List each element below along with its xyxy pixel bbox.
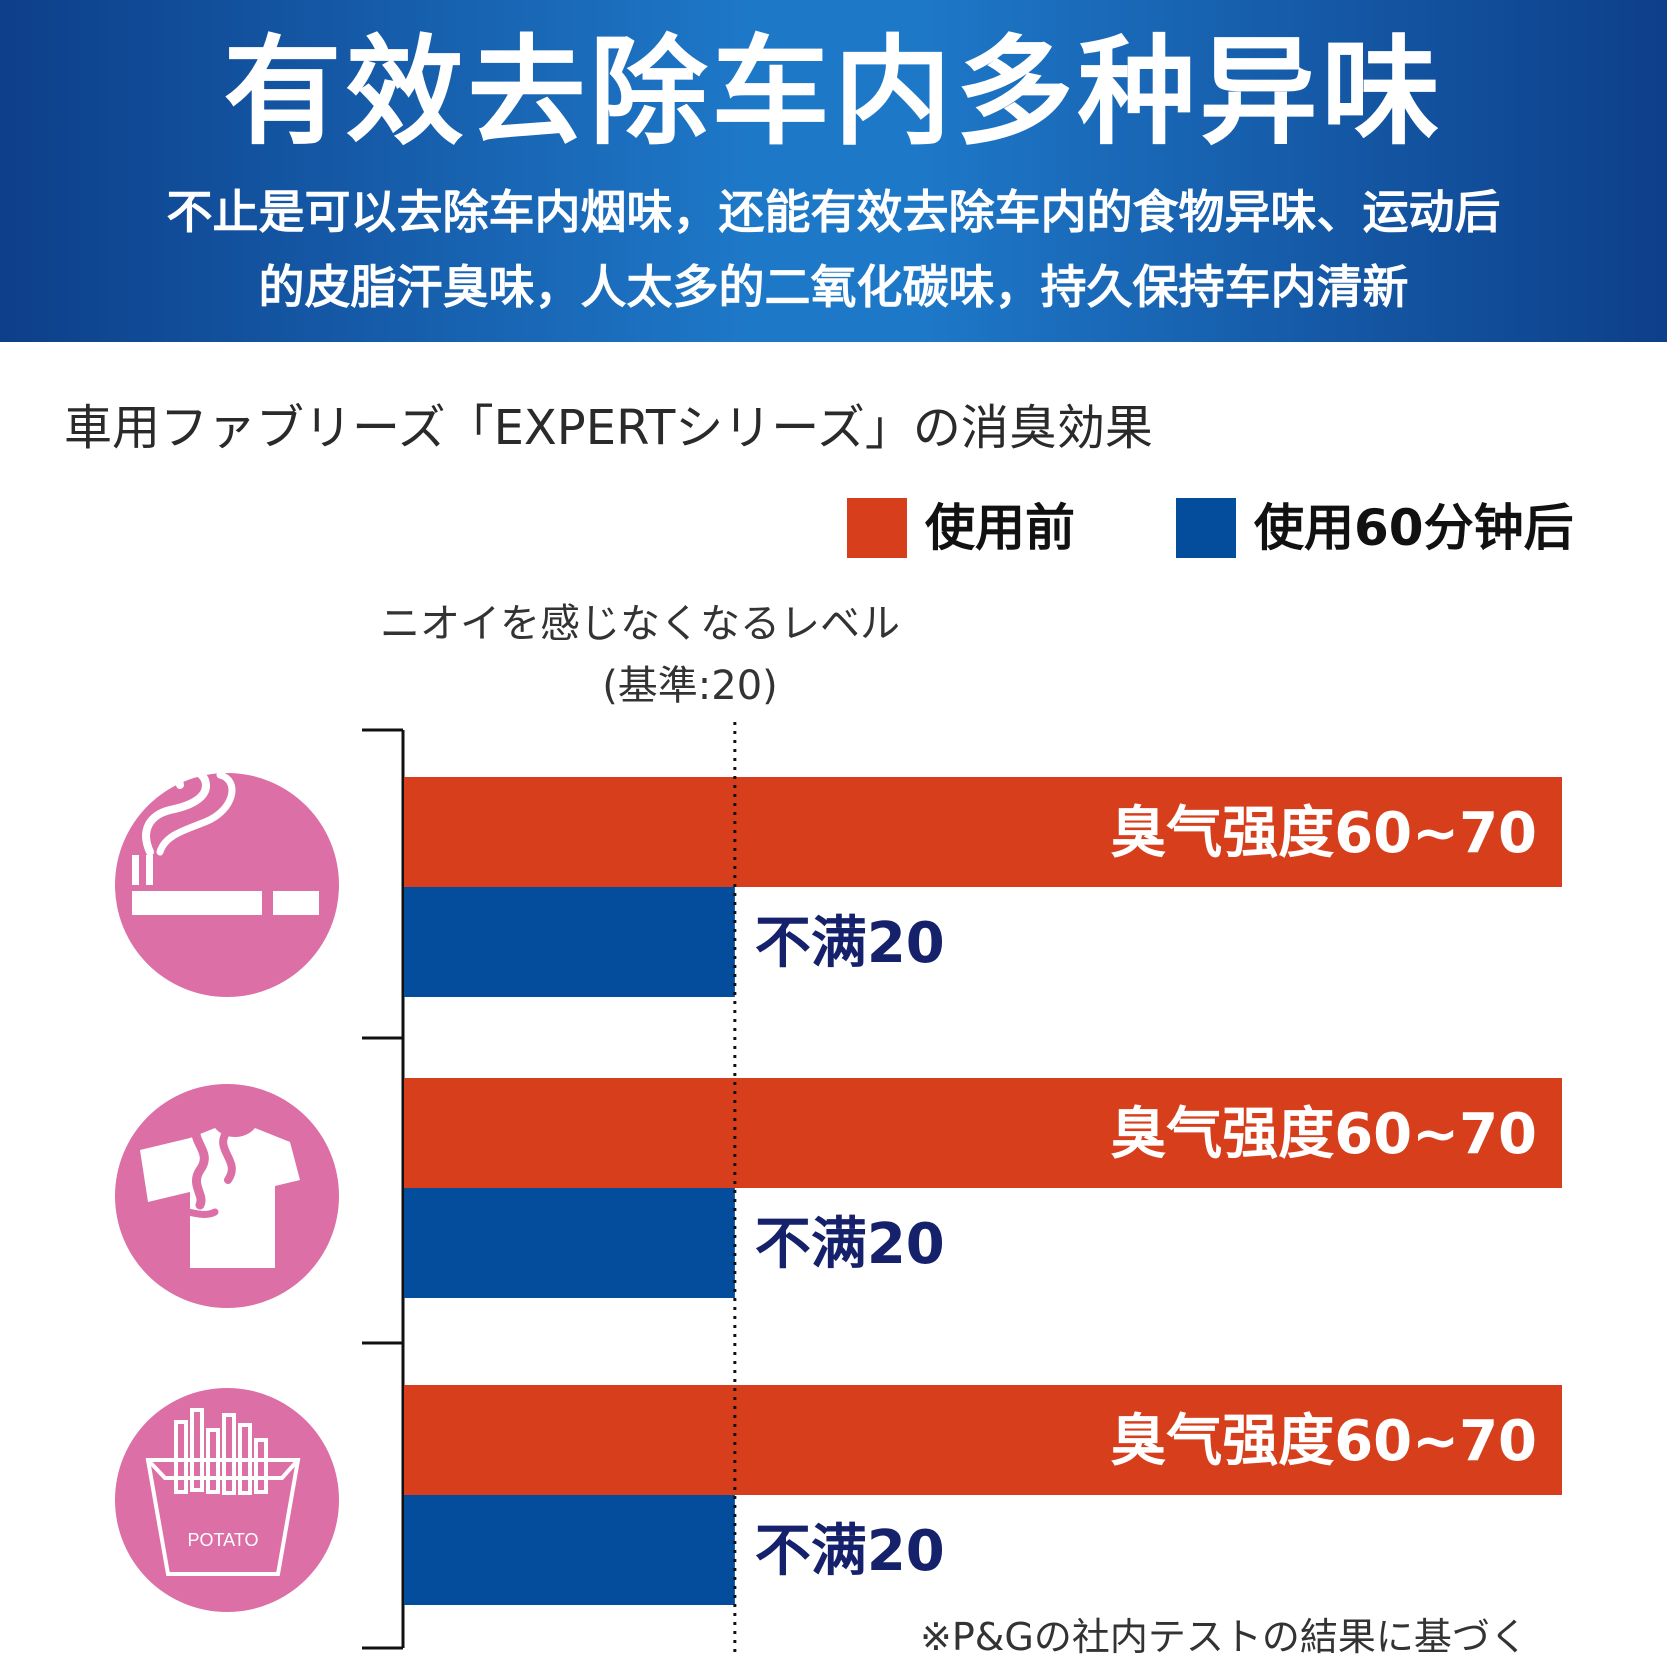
bar-before-food-odor (404, 1385, 1562, 1495)
data-label-before-cigarette-smoke: 臭气强度60~70 (1110, 801, 1537, 866)
reference-label: ニオイを感じなくなるレベル (380, 601, 900, 647)
potato-text: POTATO (187, 1530, 258, 1550)
legend-label-after: 使用60分钟后 (1254, 499, 1574, 557)
header-banner: 有效去除车内多种异味 不止是可以去除车内烟味，还能有效去除车内的食物异味、运动后… (0, 0, 1667, 342)
bar-before-sweat-odor (404, 1078, 1562, 1188)
data-label-before-food-odor: 臭气强度60~70 (1110, 1409, 1537, 1474)
reference-value-label: (基準:20) (602, 663, 778, 709)
bar-after-food-odor (404, 1495, 735, 1605)
data-label-before-sweat-odor: 臭气强度60~70 (1110, 1102, 1537, 1167)
legend-swatch-before (847, 498, 907, 558)
data-label-after-food-odor: 不满20 (755, 1519, 945, 1584)
subtitle-line-1: 不止是可以去除车内烟味，还能有效去除车内的食物异味、运动后 (166, 185, 1501, 239)
tshirt-odor-icon (115, 1084, 339, 1308)
bar-before-cigarette-smoke (404, 777, 1562, 887)
subtitle-line-2: 的皮脂汗臭味，人太多的二氧化碳味，持久保持车内清新 (258, 260, 1409, 314)
page-title: 有效去除车内多种异味 (223, 23, 1444, 161)
chart-title: 車用ファブリーズ「EXPERTシリーズ」の消臭効果 (64, 400, 1153, 456)
footnote: ※P&Gの社内テストの結果に基づく (920, 1615, 1528, 1659)
legend-label-before: 使用前 (925, 499, 1075, 557)
cigarette-icon (115, 767, 339, 997)
data-label-after-sweat-odor: 不满20 (755, 1212, 945, 1277)
bar-after-cigarette-smoke (404, 887, 735, 997)
fries-icon: POTATO (115, 1388, 339, 1612)
legend-swatch-after (1176, 498, 1236, 558)
data-label-after-cigarette-smoke: 不满20 (755, 911, 945, 976)
bar-after-sweat-odor (404, 1188, 735, 1298)
group-bracket (362, 728, 405, 1650)
